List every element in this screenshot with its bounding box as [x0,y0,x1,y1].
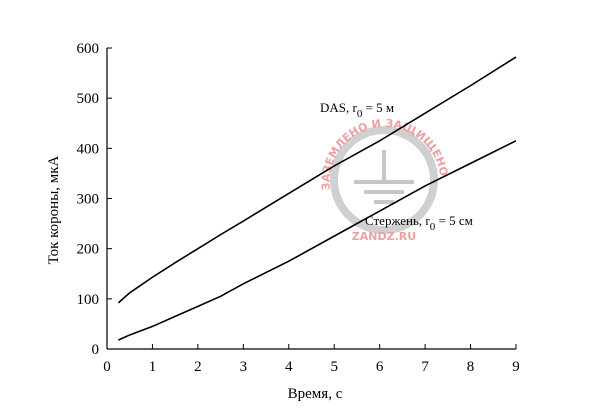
annotation-text: = 5 м [362,100,394,115]
x-tick-label: 2 [194,359,202,375]
y-axis-label: Ток короны, мкА [46,155,62,264]
x-tick-label: 7 [421,359,429,375]
y-tick-label: 100 [77,292,100,308]
x-tick-label: 9 [512,359,520,375]
annotation-text: Стержень, r [365,213,430,228]
x-tick-label: 4 [285,359,293,375]
annotation-text: DAS, r [320,100,358,115]
y-tick-label: 300 [77,192,100,208]
y-tick-label: 200 [77,242,100,258]
x-tick-label: 1 [149,359,157,375]
x-axis-label: Время, с [288,386,343,402]
y-tick-label: 500 [77,91,100,107]
y-tick-label: 600 [77,41,100,57]
annotation-sub: 0 [430,221,436,233]
annotation: Стержень, r0 = 5 см [365,213,473,233]
y-tick-label: 0 [92,342,100,358]
x-tick-label: 3 [240,359,248,375]
series-line [117,56,517,304]
x-tick-label: 0 [103,359,111,375]
y-tick-label: 400 [77,141,100,157]
watermark-site: ZANDZ.RU [352,230,416,243]
x-tick-label: 6 [376,359,384,375]
watermark-ring [330,126,438,234]
series-line [118,140,517,341]
annotation-sub: 0 [357,108,363,120]
annotation-text: = 5 см [435,213,473,228]
x-tick-label: 5 [330,359,338,375]
annotation: DAS, r0 = 5 м [320,100,394,120]
x-tick-label: 8 [467,359,475,375]
